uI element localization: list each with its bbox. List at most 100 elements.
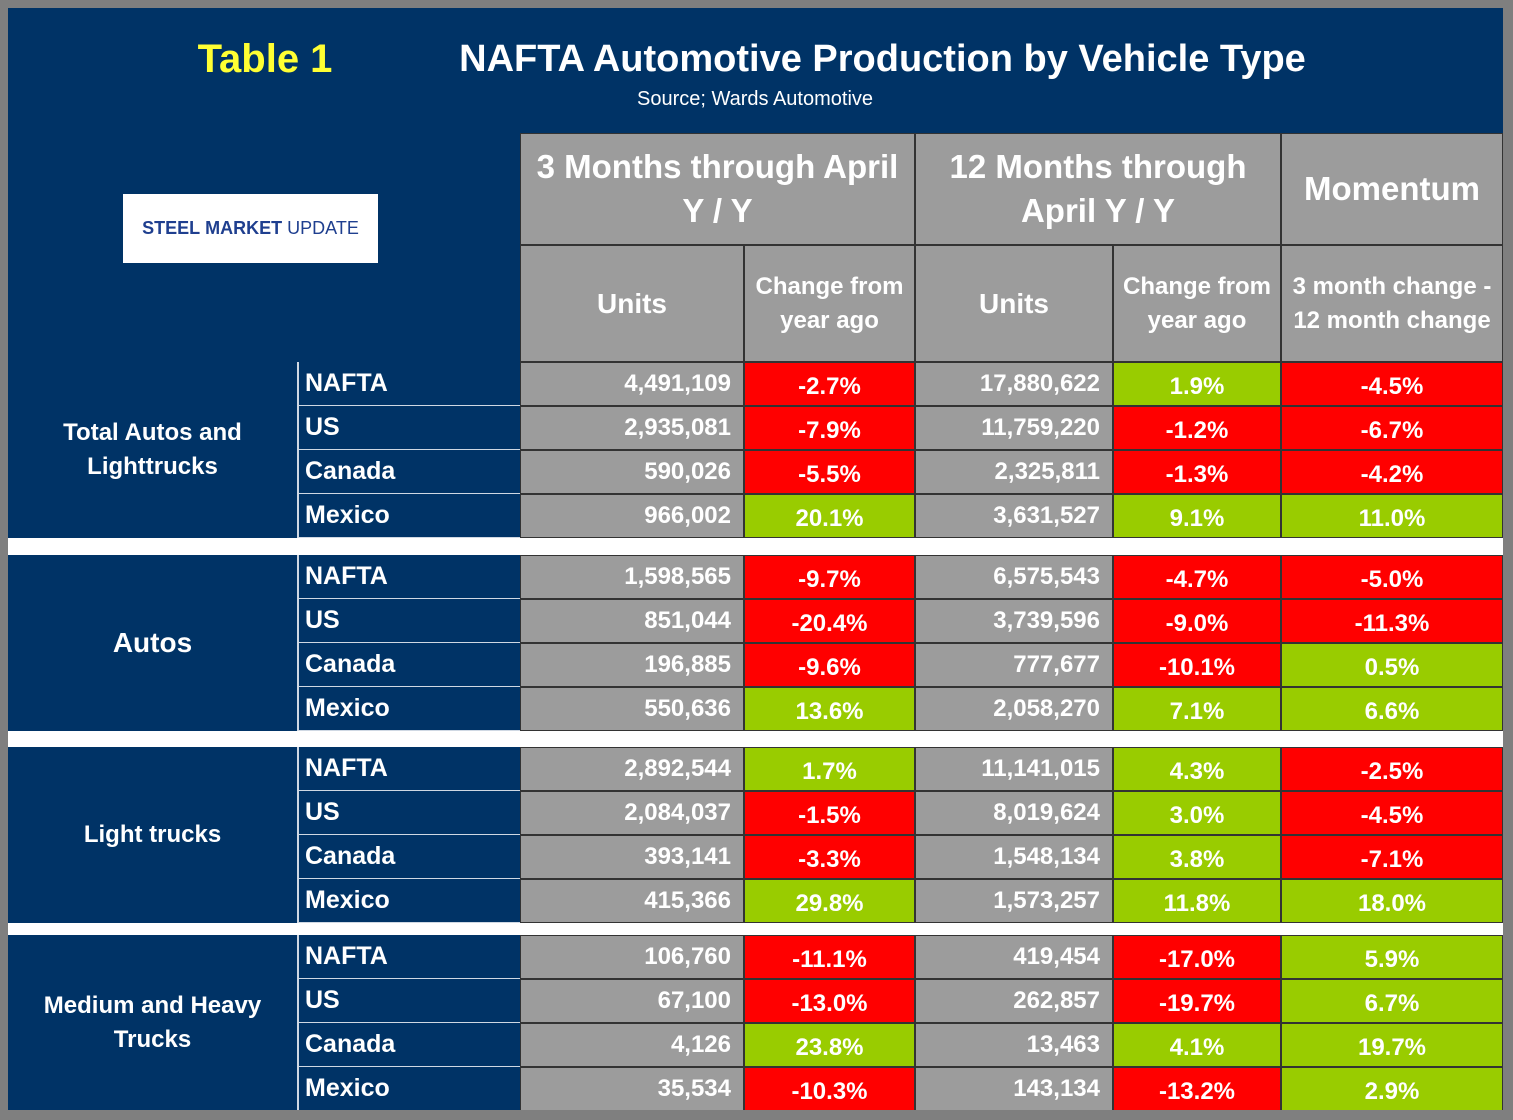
group-header: 3 Months through April Y / Y — [520, 133, 915, 245]
country: Mexico — [297, 687, 520, 731]
units: 777,677 — [915, 643, 1113, 687]
change: 11.8% — [1113, 879, 1281, 923]
change: -4.7% — [1113, 555, 1281, 599]
units: 2,084,037 — [520, 791, 744, 835]
units: 11,141,015 — [915, 747, 1113, 791]
source: Source; Wards Automotive — [636, 87, 874, 110]
change: 29.8% — [744, 879, 915, 923]
units: 4,491,109 — [520, 362, 744, 406]
sub-header: Change from year ago — [744, 245, 915, 362]
change: -19.7% — [1113, 979, 1281, 1023]
units: 2,325,811 — [915, 450, 1113, 494]
change: -5.0% — [1281, 555, 1503, 599]
units: 3,739,596 — [915, 599, 1113, 643]
change: -9.0% — [1113, 599, 1281, 643]
change: -9.6% — [744, 643, 915, 687]
country: NAFTA — [297, 362, 520, 406]
change: 9.1% — [1113, 494, 1281, 538]
change: 13.6% — [744, 687, 915, 731]
country: Canada — [297, 835, 520, 879]
change: 0.5% — [1281, 643, 1503, 687]
section-label: Medium and Heavy Trucks — [8, 935, 297, 1111]
table-label: Table 1 — [197, 36, 333, 81]
section-label: Light trucks — [8, 747, 297, 923]
change: 23.8% — [744, 1023, 915, 1067]
country: Canada — [297, 450, 520, 494]
change: -3.3% — [744, 835, 915, 879]
table-title: NAFTA Automotive Production by Vehicle T… — [459, 37, 1306, 80]
units: 1,548,134 — [915, 835, 1113, 879]
country: Canada — [297, 643, 520, 687]
group-header: 12 Months through April Y / Y — [915, 133, 1281, 245]
logo-word: MARKET — [205, 218, 283, 238]
change: -4.5% — [1281, 791, 1503, 835]
units: 2,935,081 — [520, 406, 744, 450]
change: -2.7% — [744, 362, 915, 406]
country: NAFTA — [297, 555, 520, 599]
sub-header: Units — [520, 245, 744, 362]
change: 1.7% — [744, 747, 915, 791]
units: 8,019,624 — [915, 791, 1113, 835]
units: 3,631,527 — [915, 494, 1113, 538]
units: 13,463 — [915, 1023, 1113, 1067]
change: -13.0% — [744, 979, 915, 1023]
change: -1.3% — [1113, 450, 1281, 494]
change: -17.0% — [1113, 935, 1281, 979]
change: 6.7% — [1281, 979, 1503, 1023]
logo: STEEL MARKET UPDATE — [123, 194, 378, 263]
change: 5.9% — [1281, 935, 1503, 979]
units: 262,857 — [915, 979, 1113, 1023]
units: 415,366 — [520, 879, 744, 923]
change: -5.5% — [744, 450, 915, 494]
logo-word: UPDATE — [287, 218, 359, 238]
change: 4.1% — [1113, 1023, 1281, 1067]
change: -10.3% — [744, 1067, 915, 1111]
units: 6,575,543 — [915, 555, 1113, 599]
change: 20.1% — [744, 494, 915, 538]
change: 18.0% — [1281, 879, 1503, 923]
change: -10.1% — [1113, 643, 1281, 687]
sub-header: Change from year ago — [1113, 245, 1281, 362]
change: -2.5% — [1281, 747, 1503, 791]
change: -11.3% — [1281, 599, 1503, 643]
sub-header: Units — [915, 245, 1113, 362]
units: 2,058,270 — [915, 687, 1113, 731]
country: US — [297, 406, 520, 450]
units: 966,002 — [520, 494, 744, 538]
units: 851,044 — [520, 599, 744, 643]
country: NAFTA — [297, 747, 520, 791]
change: 1.9% — [1113, 362, 1281, 406]
change: -4.2% — [1281, 450, 1503, 494]
country: US — [297, 979, 520, 1023]
change: -1.2% — [1113, 406, 1281, 450]
units: 11,759,220 — [915, 406, 1113, 450]
change: -20.4% — [744, 599, 915, 643]
units: 1,573,257 — [915, 879, 1113, 923]
change: 7.1% — [1113, 687, 1281, 731]
units: 393,141 — [520, 835, 744, 879]
units: 1,598,565 — [520, 555, 744, 599]
units: 550,636 — [520, 687, 744, 731]
change: 11.0% — [1281, 494, 1503, 538]
country: Mexico — [297, 879, 520, 923]
country: Mexico — [297, 494, 520, 538]
change: -4.5% — [1281, 362, 1503, 406]
units: 590,026 — [520, 450, 744, 494]
group-header: Momentum — [1281, 133, 1503, 245]
change: -13.2% — [1113, 1067, 1281, 1111]
change: -1.5% — [744, 791, 915, 835]
country: NAFTA — [297, 935, 520, 979]
country: Canada — [297, 1023, 520, 1067]
units: 2,892,544 — [520, 747, 744, 791]
change: -7.1% — [1281, 835, 1503, 879]
change: 6.6% — [1281, 687, 1503, 731]
header-band — [8, 8, 1503, 133]
change: 2.9% — [1281, 1067, 1503, 1111]
sub-header: 3 month change - 12 month change — [1281, 245, 1503, 362]
change: 19.7% — [1281, 1023, 1503, 1067]
change: -9.7% — [744, 555, 915, 599]
units: 17,880,622 — [915, 362, 1113, 406]
change: -6.7% — [1281, 406, 1503, 450]
change: -11.1% — [744, 935, 915, 979]
